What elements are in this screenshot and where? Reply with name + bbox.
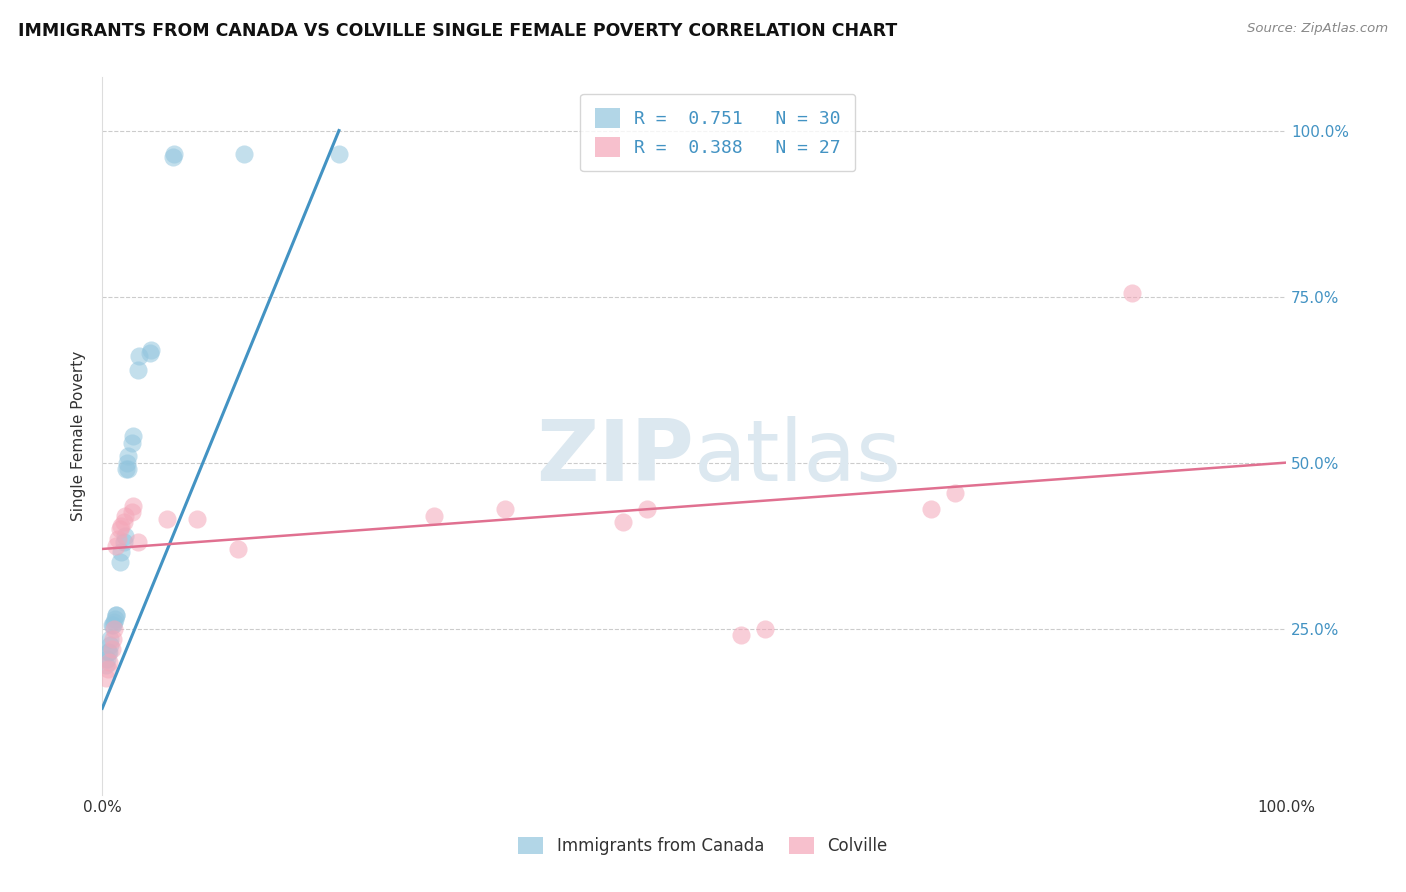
Point <box>1121 286 1143 301</box>
Point <box>97 645 120 659</box>
Point <box>162 150 184 164</box>
Point <box>105 608 128 623</box>
Point <box>636 502 658 516</box>
Point <box>97 661 120 675</box>
Text: Source: ZipAtlas.com: Source: ZipAtlas.com <box>1247 22 1388 36</box>
Point <box>127 535 149 549</box>
Point <box>754 622 776 636</box>
Y-axis label: Single Female Poverty: Single Female Poverty <box>72 351 86 521</box>
Point <box>94 658 117 673</box>
Point <box>112 516 135 530</box>
Point <box>920 502 942 516</box>
Point <box>101 632 124 646</box>
Point <box>115 456 138 470</box>
Point <box>104 612 127 626</box>
Point <box>98 645 121 659</box>
Text: ZIP: ZIP <box>536 416 695 500</box>
Point <box>117 462 139 476</box>
Point <box>121 505 143 519</box>
Point <box>105 539 128 553</box>
Point <box>115 462 138 476</box>
Point <box>94 672 117 686</box>
Point <box>100 618 122 632</box>
Legend: Immigrants from Canada, Colville: Immigrants from Canada, Colville <box>512 830 894 862</box>
Point <box>103 622 125 636</box>
Point <box>943 485 966 500</box>
Point <box>494 502 516 516</box>
Point <box>138 346 160 360</box>
Text: IMMIGRANTS FROM CANADA VS COLVILLE SINGLE FEMALE POVERTY CORRELATION CHART: IMMIGRANTS FROM CANADA VS COLVILLE SINGL… <box>18 22 897 40</box>
Point <box>108 555 131 569</box>
Point <box>100 632 122 646</box>
Point <box>114 529 136 543</box>
Point <box>96 651 118 665</box>
Point <box>730 628 752 642</box>
Point <box>103 615 125 629</box>
Point <box>612 516 634 530</box>
Point <box>108 522 131 536</box>
Point <box>186 512 208 526</box>
Point <box>101 618 124 632</box>
Point <box>100 641 122 656</box>
Point <box>112 535 135 549</box>
Point <box>110 518 132 533</box>
Point <box>139 343 162 357</box>
Point <box>98 655 121 669</box>
Point <box>114 508 136 523</box>
Point <box>328 146 350 161</box>
Point <box>100 638 122 652</box>
Point <box>127 362 149 376</box>
Point <box>228 541 250 556</box>
Point <box>117 449 139 463</box>
Point <box>122 429 145 443</box>
Point <box>105 608 128 623</box>
Point <box>110 545 132 559</box>
Point <box>233 146 256 161</box>
Point <box>107 532 129 546</box>
Text: atlas: atlas <box>695 416 903 500</box>
Legend: R =  0.751   N = 30, R =  0.388   N = 27: R = 0.751 N = 30, R = 0.388 N = 27 <box>581 94 855 171</box>
Point <box>128 350 150 364</box>
Point <box>422 508 444 523</box>
Point <box>163 146 186 161</box>
Point <box>156 512 179 526</box>
Point <box>121 435 143 450</box>
Point <box>122 499 145 513</box>
